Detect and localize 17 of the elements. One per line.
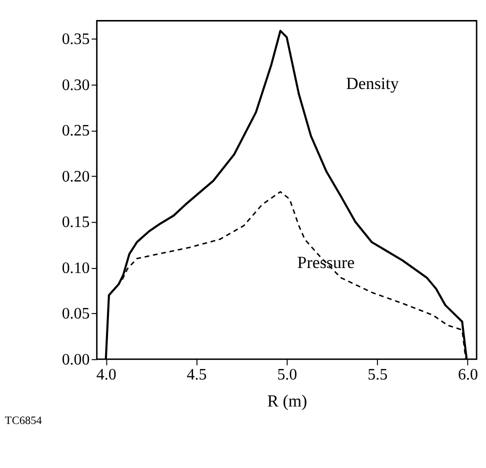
y-tick-label: 0.15 — [62, 214, 90, 232]
text: Density — [346, 74, 400, 94]
y-tick-label: 0.10 — [62, 260, 90, 277]
x-tick-label: 6.0 — [458, 366, 478, 384]
series-label: Pressure — [297, 252, 355, 272]
y-tick-label: 0.20 — [62, 168, 90, 186]
y-tick-label: 0.35 — [62, 31, 90, 48]
x-tick-label: 4.5 — [186, 366, 207, 384]
y-tick-label: 0.30 — [62, 76, 90, 94]
y-tick-label: 0.25 — [62, 122, 90, 140]
y-tick-label: 0.00 — [62, 351, 90, 368]
x-tick-label: 5.5 — [368, 366, 388, 384]
x-tick-label: 4.0 — [96, 366, 116, 384]
x-axis-title: R (m) — [267, 392, 308, 411]
x-tick-label: 5.0 — [277, 366, 298, 384]
text: TC6854 — [4, 415, 42, 428]
y-tick-label: 0.05 — [62, 306, 90, 323]
